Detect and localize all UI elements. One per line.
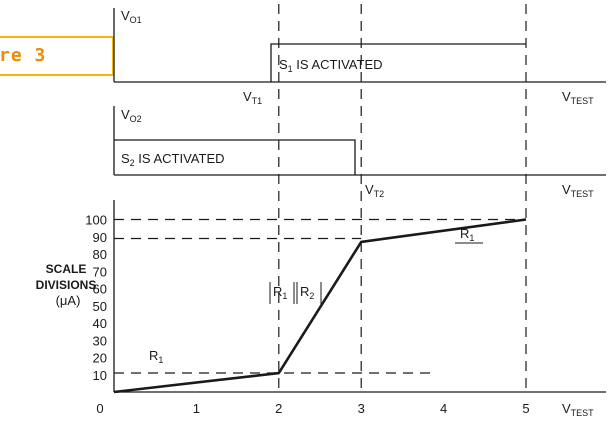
middle-x-end-label: VTEST — [562, 182, 594, 199]
y-tick-labels: 10 20 30 40 50 60 70 80 90 100 — [85, 213, 107, 383]
y-tick-label: 30 — [93, 333, 107, 348]
series — [113, 218, 527, 394]
x-tick-label: 3 — [358, 401, 365, 416]
middle-panel: VO2 S2 IS ACTIVATED VT2 VTEST — [113, 106, 606, 199]
y-tick-label: 10 — [93, 368, 107, 383]
figure-label: re 3 — [0, 45, 47, 66]
y-tick-label: 70 — [93, 264, 107, 279]
chart-ylabel-line3: (μA) — [56, 293, 81, 308]
x-tick-label: 1 — [193, 401, 200, 416]
segment-label-mid: R1 R2 — [269, 282, 322, 304]
y-tick-label: 50 — [93, 299, 107, 314]
top-panel: VO1 S1 IS ACTIVATED VT1 VTEST — [113, 8, 606, 106]
y-tick-label: 20 — [93, 351, 107, 366]
x-tick-label: 0 — [96, 401, 103, 416]
chart-ylabel-line2: DIVISIONS — [36, 278, 97, 292]
top-step-signal — [270, 43, 526, 82]
x-tick-labels: 0 1 2 3 4 5 — [96, 401, 529, 416]
x-tick-label: 5 — [522, 401, 529, 416]
top-axis-label: VO1 — [121, 8, 142, 25]
y-tick-label: 60 — [93, 282, 107, 297]
chart-ylabel-line1: SCALE — [46, 262, 87, 276]
y-tick-label: 90 — [93, 230, 107, 245]
top-x-end-label: VTEST — [562, 89, 594, 106]
y-tick-label: 80 — [93, 247, 107, 262]
y-tick-label: 100 — [85, 213, 107, 228]
middle-threshold-label: VT2 — [365, 182, 384, 199]
svg-text:R1: R1 — [273, 284, 287, 301]
chart-x-end-label: VTEST — [562, 401, 594, 418]
x-tick-label: 4 — [440, 401, 447, 416]
bottom-panel: SCALE DIVISIONS (μA) VTEST R1 R1 R1 R2 1… — [36, 4, 606, 418]
y-tick-label: 40 — [93, 316, 107, 331]
x-tick-label: 2 — [275, 401, 282, 416]
series-line — [113, 218, 527, 394]
segment-label-high: R1 — [460, 226, 474, 243]
middle-step-signal — [114, 139, 356, 175]
segment-label-low: R1 — [149, 348, 163, 365]
figure-label-box: re 3 — [0, 36, 114, 76]
middle-axis-label: VO2 — [121, 107, 142, 124]
top-threshold-label: VT1 — [243, 89, 262, 106]
svg-text:R2: R2 — [300, 284, 314, 301]
middle-event-label: S2 IS ACTIVATED — [121, 151, 225, 168]
top-event-label: S1 IS ACTIVATED — [279, 57, 383, 74]
